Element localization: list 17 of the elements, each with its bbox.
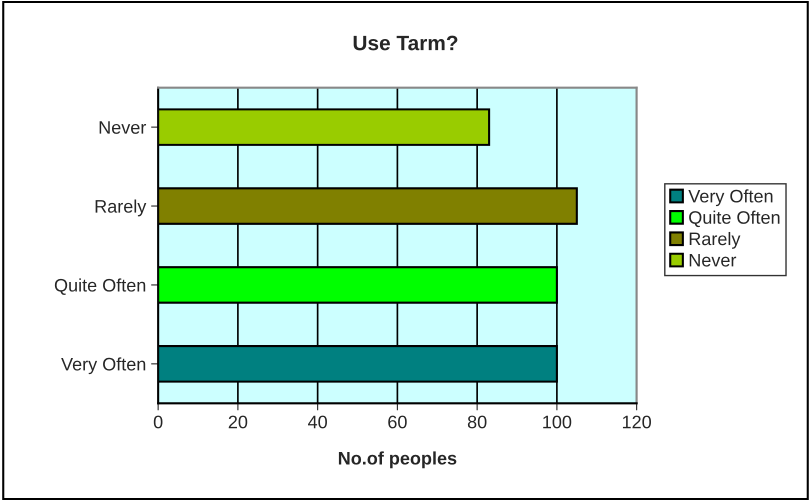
y-tick-label: Never [100,121,146,134]
legend-label: Never [690,254,736,267]
y-tick-label: Quite Often [54,278,146,295]
chart-title: Use Tarm? [354,36,458,50]
legend-label: Quite Often [689,210,780,228]
legend-label: Rarely [690,232,740,249]
x-tick-label: 20 [228,416,248,428]
x-tick-label: 40 [308,416,327,428]
y-tick-label: Rarely [96,199,146,216]
x-axis-title: No.of peoples [338,451,456,468]
legend-label: Very Often [688,189,772,206]
x-tick-label: 120 [622,416,651,428]
x-tick-label: 0 [154,416,162,428]
x-tick-label: 60 [388,416,407,428]
x-tick-label: 80 [468,416,486,428]
x-tick-label: 100 [543,416,572,428]
y-tick-label: Very Often [61,357,146,374]
